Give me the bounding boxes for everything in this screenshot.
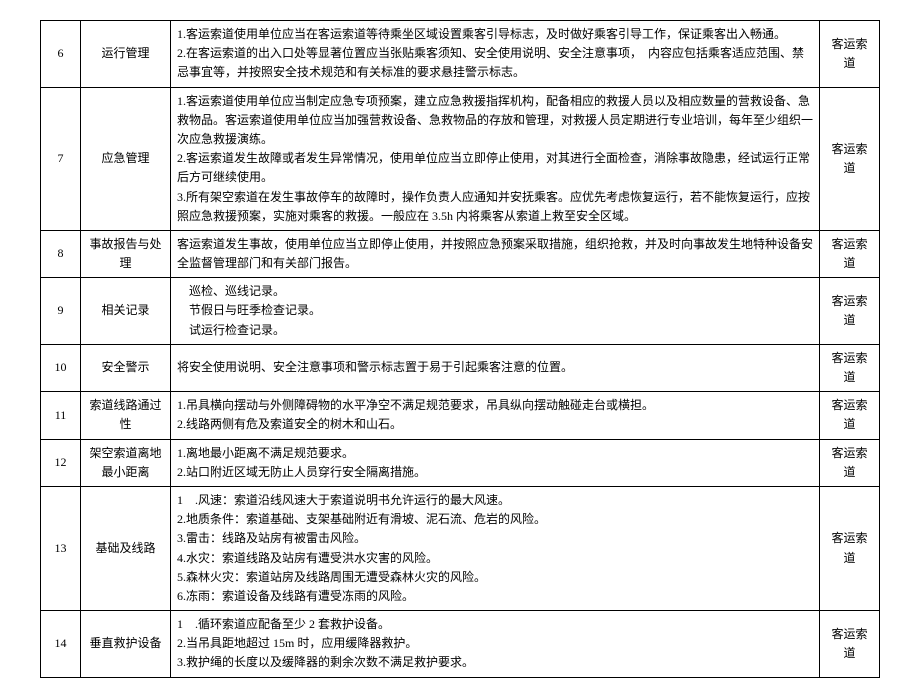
content-line: 2.地质条件：索道基础、支架基础附近有滑坡、泥石流、危岩的风险。 bbox=[177, 510, 813, 529]
content-line: 1.吊具横向摆动与外侧障碍物的水平净空不满足规范要求，吊具纵向摆动触碰走台或横担… bbox=[177, 396, 813, 415]
row-category: 客运索道 bbox=[820, 344, 880, 391]
content-line: 节假日与旺季检查记录。 bbox=[177, 301, 813, 320]
row-name: 索道线路通过性 bbox=[81, 392, 171, 439]
table-row: 6运行管理 1.客运索道使用单位应当在客运索道等待乘坐区域设置乘客引导标志，及时做… bbox=[41, 21, 880, 88]
row-name: 安全警示 bbox=[81, 344, 171, 391]
table-row: 13基础及线路1 .风速：索道沿线风速大于索道说明书允许运行的最大风速。2.地质… bbox=[41, 486, 880, 610]
content-line: 3.救护绳的长度以及缓降器的剩余次数不满足救护要求。 bbox=[177, 653, 813, 672]
row-name: 基础及线路 bbox=[81, 486, 171, 610]
row-number: 8 bbox=[41, 230, 81, 277]
row-content: 1.客运索道使用单位应当制定应急专项预案，建立应急救援指挥机构，配备相应的救援人… bbox=[171, 87, 820, 230]
row-name: 相关记录 bbox=[81, 278, 171, 345]
table-row: 14垂直救护设备1 .循环索道应配备至少 2 套救护设备。2.当吊具距地超过 1… bbox=[41, 611, 880, 678]
spec-table: 6运行管理 1.客运索道使用单位应当在客运索道等待乘坐区域设置乘客引导标志，及时做… bbox=[40, 20, 880, 678]
row-name: 架空索道离地最小距离 bbox=[81, 439, 171, 486]
row-name: 事故报告与处理 bbox=[81, 230, 171, 277]
content-line: 1 .循环索道应配备至少 2 套救护设备。 bbox=[177, 615, 813, 634]
row-name: 垂直救护设备 bbox=[81, 611, 171, 678]
row-number: 7 bbox=[41, 87, 81, 230]
content-line: 2.站口附近区域无防止人员穿行安全隔离措施。 bbox=[177, 463, 813, 482]
content-line: 3.雷击：线路及站房有被雷击风险。 bbox=[177, 529, 813, 548]
content-line: 2.客运索道发生故障或者发生异常情况，使用单位应当立即停止使用，对其进行全面检查… bbox=[177, 149, 813, 187]
row-category: 客运索道 bbox=[820, 611, 880, 678]
content-line: 2.线路两侧有危及索道安全的树木和山石。 bbox=[177, 415, 813, 434]
table-row: 8事故报告与处理客运索道发生事故，使用单位应当立即停止使用，并按照应急预案采取措… bbox=[41, 230, 880, 277]
row-number: 13 bbox=[41, 486, 81, 610]
row-category: 客运索道 bbox=[820, 486, 880, 610]
table-row: 10安全警示将安全使用说明、安全注意事项和警示标志置于易于引起乘客注意的位置。客… bbox=[41, 344, 880, 391]
content-line: 客运索道发生事故，使用单位应当立即停止使用，并按照应急预案采取措施，组织抢救，并… bbox=[177, 235, 813, 273]
content-line: 3.所有架空索道在发生事故停车的故障时，操作负责人应通知并安抚乘客。应优先考虑恢… bbox=[177, 188, 813, 226]
row-name: 运行管理 bbox=[81, 21, 171, 88]
row-content: 1.吊具横向摆动与外侧障碍物的水平净空不满足规范要求，吊具纵向摆动触碰走台或横担… bbox=[171, 392, 820, 439]
row-category: 客运索道 bbox=[820, 230, 880, 277]
content-line: 2.在客运索道的出入口处等显著位置应当张贴乘客须知、安全使用说明、安全注意事项，… bbox=[177, 44, 813, 82]
row-number: 14 bbox=[41, 611, 81, 678]
row-number: 10 bbox=[41, 344, 81, 391]
content-line: 1 .风速：索道沿线风速大于索道说明书允许运行的最大风速。 bbox=[177, 491, 813, 510]
content-line: 1.离地最小距离不满足规范要求。 bbox=[177, 444, 813, 463]
row-number: 6 bbox=[41, 21, 81, 88]
content-line: 试运行检查记录。 bbox=[177, 321, 813, 340]
row-category: 客运索道 bbox=[820, 439, 880, 486]
content-line: 4.水灾：索道线路及站房有遭受洪水灾害的风险。 bbox=[177, 549, 813, 568]
content-line: 1.客运索道使用单位应当制定应急专项预案，建立应急救援指挥机构，配备相应的救援人… bbox=[177, 92, 813, 150]
row-content: 1 .风速：索道沿线风速大于索道说明书允许运行的最大风速。2.地质条件：索道基础… bbox=[171, 486, 820, 610]
table-row: 7应急管理1.客运索道使用单位应当制定应急专项预案，建立应急救援指挥机构，配备相… bbox=[41, 87, 880, 230]
row-category: 客运索道 bbox=[820, 87, 880, 230]
row-number: 9 bbox=[41, 278, 81, 345]
table-row: 11索道线路通过性 1.吊具横向摆动与外侧障碍物的水平净空不满足规范要求，吊具纵向… bbox=[41, 392, 880, 439]
content-line: 5.森林火灾：索道站房及线路周围无遭受森林火灾的风险。 bbox=[177, 568, 813, 587]
content-line: 6.冻雨：索道设备及线路有遭受冻雨的风险。 bbox=[177, 587, 813, 606]
row-content: 1 .循环索道应配备至少 2 套救护设备。2.当吊具距地超过 15m 时，应用缓… bbox=[171, 611, 820, 678]
table-row: 9相关记录 巡检、巡线记录。 节假日与旺季检查记录。 试运行检查记录。客运索道 bbox=[41, 278, 880, 345]
content-line: 巡检、巡线记录。 bbox=[177, 282, 813, 301]
row-number: 11 bbox=[41, 392, 81, 439]
row-content: 巡检、巡线记录。 节假日与旺季检查记录。 试运行检查记录。 bbox=[171, 278, 820, 345]
row-category: 客运索道 bbox=[820, 392, 880, 439]
row-content: 客运索道发生事故，使用单位应当立即停止使用，并按照应急预案采取措施，组织抢救，并… bbox=[171, 230, 820, 277]
table-row: 12架空索道离地最小距离1.离地最小距离不满足规范要求。2.站口附近区域无防止人… bbox=[41, 439, 880, 486]
row-category: 客运索道 bbox=[820, 21, 880, 88]
row-name: 应急管理 bbox=[81, 87, 171, 230]
table-body: 6运行管理 1.客运索道使用单位应当在客运索道等待乘坐区域设置乘客引导标志，及时做… bbox=[41, 21, 880, 678]
row-content: 1.客运索道使用单位应当在客运索道等待乘坐区域设置乘客引导标志，及时做好乘客引导… bbox=[171, 21, 820, 88]
content-line: 1.客运索道使用单位应当在客运索道等待乘坐区域设置乘客引导标志，及时做好乘客引导… bbox=[177, 25, 813, 44]
row-content: 1.离地最小距离不满足规范要求。2.站口附近区域无防止人员穿行安全隔离措施。 bbox=[171, 439, 820, 486]
row-category: 客运索道 bbox=[820, 278, 880, 345]
content-line: 将安全使用说明、安全注意事项和警示标志置于易于引起乘客注意的位置。 bbox=[177, 358, 813, 377]
row-content: 将安全使用说明、安全注意事项和警示标志置于易于引起乘客注意的位置。 bbox=[171, 344, 820, 391]
row-number: 12 bbox=[41, 439, 81, 486]
